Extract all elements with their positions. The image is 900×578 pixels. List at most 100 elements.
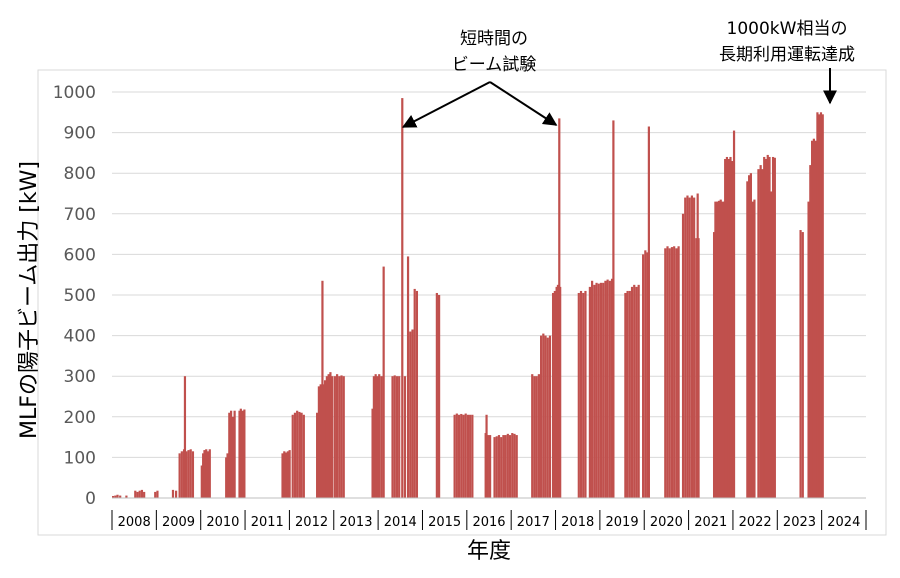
bar [435, 292, 438, 498]
bar [812, 138, 815, 498]
bar [515, 435, 518, 498]
bar [293, 412, 297, 498]
x-tick-label: 2024 [827, 515, 860, 530]
bar [766, 154, 769, 498]
bar [205, 449, 208, 498]
bar [506, 433, 509, 498]
bar [675, 248, 678, 498]
bar [119, 495, 122, 498]
bar [807, 201, 810, 498]
bar [298, 411, 301, 498]
bar [818, 114, 821, 498]
bar [112, 495, 115, 498]
bar [502, 435, 505, 498]
bar [690, 195, 694, 498]
bar [154, 491, 157, 498]
bar [380, 376, 383, 498]
bar [143, 491, 146, 498]
bar [335, 374, 339, 498]
bar [548, 335, 552, 498]
bar [553, 290, 556, 498]
y-tick-label: 100 [64, 448, 96, 468]
bar [695, 238, 698, 498]
bar [393, 375, 396, 498]
bar [626, 290, 629, 498]
bar [814, 140, 817, 498]
bar [731, 161, 734, 498]
x-tick-label: 2016 [472, 515, 505, 530]
bar [413, 288, 416, 498]
bar [174, 490, 178, 498]
bar [376, 376, 379, 498]
bar [681, 213, 685, 499]
bar [191, 451, 195, 498]
bar [757, 169, 760, 498]
bar [391, 376, 394, 498]
bar [809, 165, 812, 498]
bar [633, 284, 636, 498]
bar [697, 238, 700, 498]
bar [602, 282, 605, 498]
bar [712, 232, 716, 498]
x-tick-label: 2008 [118, 515, 151, 530]
bar [751, 201, 754, 498]
bar [591, 280, 594, 498]
annotation-arrow-2014 [401, 81, 491, 128]
bar [714, 201, 717, 498]
bar [185, 451, 188, 498]
bar [116, 494, 119, 498]
bar [140, 489, 144, 498]
annotation-beam-test-line-2: ビーム試験 [452, 55, 537, 75]
bar [666, 246, 669, 498]
bar [821, 114, 824, 498]
bar [322, 384, 325, 498]
bar [321, 280, 324, 498]
bar [556, 284, 560, 498]
bar [493, 437, 496, 498]
bar [544, 335, 547, 498]
bar [453, 414, 456, 498]
bar [588, 286, 591, 498]
bar [612, 120, 615, 499]
x-tick-label: 2011 [251, 515, 284, 530]
y-tick-label: 0 [85, 489, 96, 509]
bar [489, 435, 492, 498]
bar [464, 413, 467, 498]
bar [300, 412, 303, 498]
bar [673, 246, 676, 498]
y-tick-label: 1000 [53, 83, 96, 103]
bar [229, 410, 233, 498]
bar [761, 169, 764, 498]
bar [688, 197, 691, 498]
bar [331, 376, 334, 498]
bar [325, 376, 328, 498]
bar [398, 376, 401, 498]
x-tick-label: 2015 [428, 515, 461, 530]
bar [202, 453, 205, 498]
bar [203, 450, 206, 498]
bars [112, 98, 824, 499]
bar [647, 126, 650, 498]
bar [799, 230, 802, 499]
bar [508, 435, 512, 498]
x-tick-label: 2009 [162, 515, 195, 530]
x-tick-label: 2020 [650, 515, 683, 530]
bar [374, 374, 377, 498]
bar [403, 376, 407, 498]
annotation-arrow-2018 [489, 81, 558, 126]
bar [764, 158, 768, 499]
bar [231, 416, 234, 498]
annotation-arrows [401, 68, 837, 128]
bar [608, 280, 611, 498]
bar [180, 451, 183, 498]
annotation-long-term-line-1: 1000kW相当の [727, 19, 848, 39]
bar [684, 197, 687, 498]
bar [664, 248, 667, 498]
bar [286, 451, 289, 498]
bar [469, 414, 472, 498]
bar [511, 433, 514, 498]
bar [329, 372, 332, 498]
bar [462, 414, 465, 498]
bar [500, 437, 503, 498]
bar [749, 173, 752, 498]
